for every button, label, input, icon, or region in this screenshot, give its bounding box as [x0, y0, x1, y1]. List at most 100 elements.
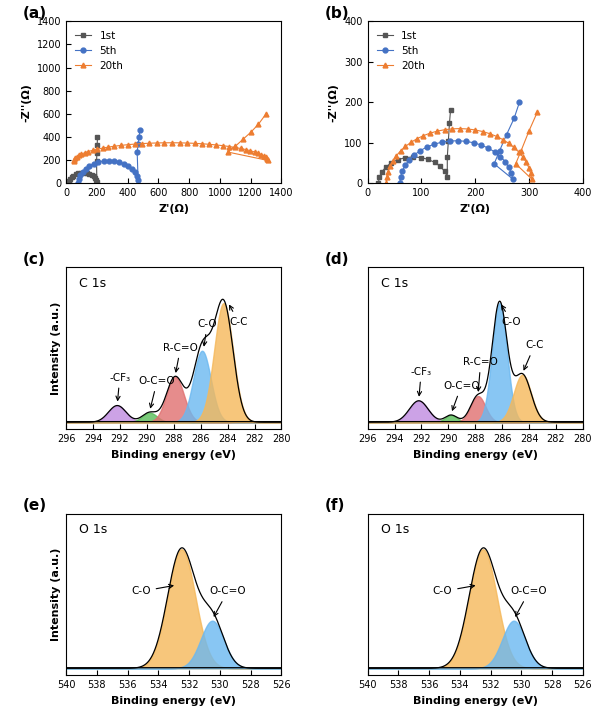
- 20th: [117, 141, 124, 149]
- 20th: [525, 164, 532, 172]
- 5th: [75, 179, 82, 188]
- 5th: [446, 137, 453, 145]
- 5th: [86, 161, 93, 170]
- 5th: [100, 156, 107, 165]
- 20th: [258, 150, 265, 159]
- 20th: [199, 139, 206, 148]
- 5th: [77, 171, 84, 180]
- 5th: [133, 148, 141, 156]
- 5th: [82, 164, 89, 173]
- 20th: [493, 132, 500, 141]
- 20th: [161, 139, 168, 147]
- 1st: [409, 153, 416, 161]
- 20th: [523, 158, 530, 166]
- 20th: [385, 168, 392, 176]
- 5th: [423, 143, 430, 151]
- 5th: [508, 169, 515, 177]
- 20th: [72, 154, 79, 163]
- 1st: [67, 175, 74, 183]
- Y-axis label: Intensity (a.u.): Intensity (a.u.): [50, 547, 61, 641]
- 20th: [247, 128, 254, 137]
- Text: C-O: C-O: [198, 319, 217, 346]
- 20th: [389, 156, 397, 165]
- 5th: [490, 159, 498, 168]
- 1st: [88, 171, 95, 179]
- 20th: [176, 139, 183, 147]
- Line: 1st: 1st: [376, 108, 453, 186]
- 5th: [454, 137, 462, 145]
- 20th: [85, 147, 92, 156]
- 5th: [131, 168, 138, 176]
- 20th: [105, 143, 112, 151]
- 20th: [464, 124, 471, 133]
- 1st: [382, 163, 389, 171]
- Text: R-C=O: R-C=O: [163, 343, 198, 372]
- 5th: [398, 167, 406, 176]
- 20th: [528, 175, 535, 183]
- 20th: [191, 139, 198, 148]
- 5th: [90, 159, 97, 168]
- 20th: [260, 151, 267, 160]
- 5th: [396, 179, 403, 188]
- 1st: [424, 155, 432, 164]
- 5th: [135, 133, 142, 141]
- 20th: [247, 146, 254, 155]
- Y-axis label: Intensity (a.u.): Intensity (a.u.): [50, 301, 61, 395]
- 20th: [525, 127, 532, 135]
- 5th: [509, 175, 516, 183]
- 20th: [232, 142, 239, 151]
- 5th: [430, 140, 438, 149]
- 1st: [431, 158, 438, 166]
- 20th: [407, 138, 415, 146]
- 1st: [417, 154, 424, 162]
- Text: C-C: C-C: [523, 341, 544, 370]
- 20th: [264, 156, 271, 165]
- 5th: [510, 114, 517, 123]
- 20th: [479, 127, 486, 136]
- 20th: [81, 149, 88, 157]
- Text: R-C=O: R-C=O: [463, 357, 498, 391]
- 5th: [462, 137, 469, 146]
- 1st: [94, 141, 101, 149]
- 5th: [75, 175, 82, 183]
- 5th: [516, 98, 523, 107]
- 5th: [496, 146, 503, 155]
- Text: (d): (d): [325, 252, 349, 267]
- 1st: [72, 170, 79, 178]
- 20th: [383, 179, 390, 188]
- 1st: [83, 169, 90, 178]
- Legend: 1st, 5th, 20th: 1st, 5th, 20th: [373, 26, 429, 75]
- 20th: [237, 144, 245, 153]
- 20th: [70, 157, 78, 166]
- 5th: [135, 139, 142, 148]
- 20th: [419, 132, 427, 140]
- 1st: [394, 156, 401, 164]
- 20th: [527, 169, 534, 178]
- Text: (b): (b): [325, 6, 349, 21]
- Text: C-O: C-O: [131, 584, 173, 597]
- 20th: [153, 139, 160, 147]
- 20th: [131, 140, 138, 149]
- 1st: [93, 157, 100, 166]
- 20th: [239, 135, 246, 144]
- 20th: [242, 145, 249, 154]
- Text: (e): (e): [23, 498, 47, 513]
- Text: (a): (a): [23, 6, 47, 21]
- 20th: [231, 143, 239, 151]
- 20th: [184, 139, 191, 147]
- 1st: [94, 133, 101, 141]
- 20th: [89, 146, 96, 154]
- Line: 1st: 1st: [67, 134, 100, 186]
- 1st: [78, 169, 85, 177]
- 5th: [505, 163, 512, 171]
- 20th: [224, 148, 231, 156]
- 1st: [378, 168, 385, 176]
- 5th: [416, 146, 424, 155]
- Text: O-C=O: O-C=O: [443, 381, 480, 410]
- 1st: [85, 170, 93, 178]
- Text: O-C=O: O-C=O: [511, 587, 548, 616]
- 20th: [519, 153, 526, 161]
- 1st: [446, 119, 453, 127]
- 5th: [95, 158, 102, 166]
- 1st: [66, 179, 73, 188]
